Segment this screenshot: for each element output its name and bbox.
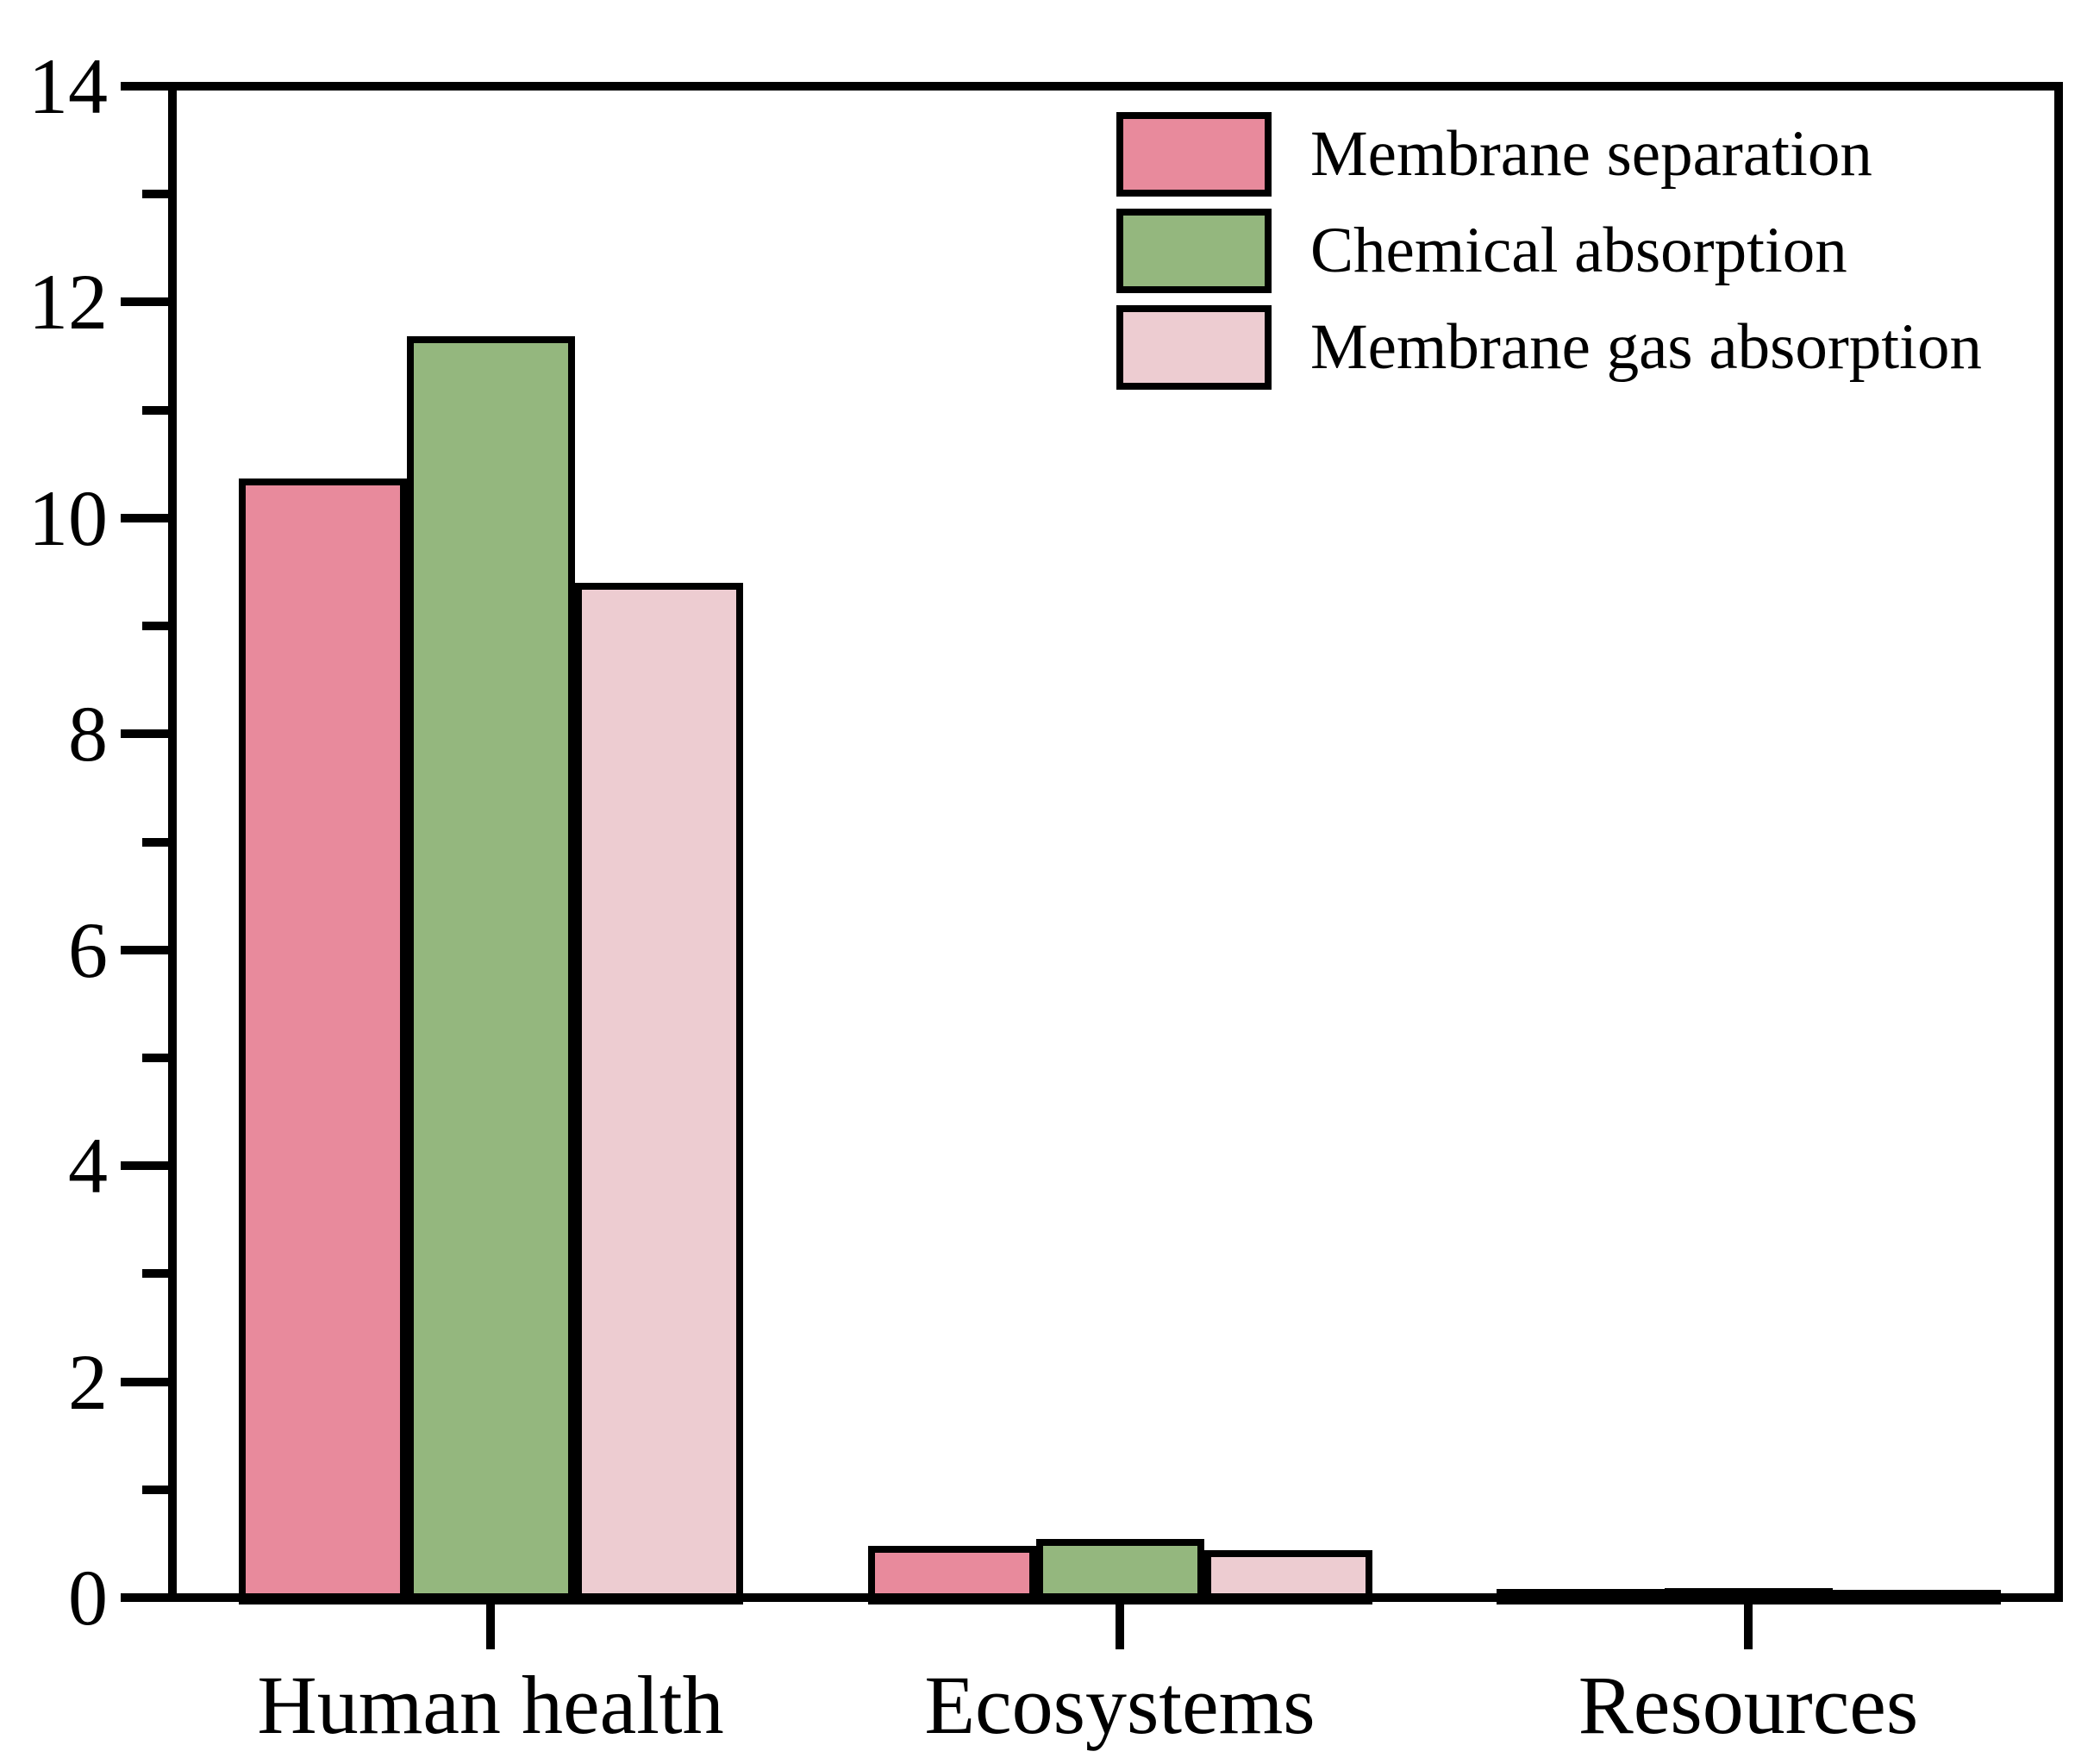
bar-human-health-membrane-gas-absorption [574,582,743,1604]
y-tick-4 [121,1161,168,1171]
y-tick-label-8: 8 [68,690,108,779]
y-tick-14 [121,82,168,91]
y-minor-tick-1 [142,1485,168,1494]
y-tick-label-10: 10 [28,473,108,562]
bar-ecosystems-chemical-absorption [1035,1539,1204,1604]
y-tick-6 [121,945,168,954]
legend-label-membrane-separation: Membrane separation [1310,118,1872,190]
y-tick-label-12: 12 [28,258,108,347]
bar-resources-membrane-gas-absorption [1832,1590,2001,1604]
x-category-label-human-health: Human health [257,1659,724,1751]
legend-label-chemical-absorption: Chemical absorption [1310,215,1847,286]
bar-resources-membrane-separation [1496,1588,1665,1604]
legend-label-membrane-gas-absorption: Membrane gas absorption [1310,311,1982,383]
legend-row: Membrane separation [1116,112,1982,197]
legend-row: Chemical absorption [1116,209,1982,293]
y-minor-tick-13 [142,190,168,199]
y-tick-12 [121,297,168,307]
y-tick-0 [121,1593,168,1602]
y-minor-tick-11 [142,405,168,415]
bar-ecosystems-membrane-gas-absorption [1203,1549,1372,1604]
y-tick-10 [121,513,168,522]
x-tick-human-health [486,1602,495,1649]
bar-human-health-membrane-separation [238,478,407,1604]
y-tick-label-4: 4 [68,1122,108,1210]
legend-swatch-membrane-separation [1116,112,1272,197]
bar-human-health-chemical-absorption [406,336,575,1604]
y-tick-label-6: 6 [68,905,108,994]
bar-ecosystems-membrane-separation [867,1545,1036,1604]
legend: Membrane separation Chemical absorption … [1116,112,1982,402]
y-minor-tick-5 [142,1053,168,1062]
y-minor-tick-3 [142,1269,168,1279]
y-minor-tick-7 [142,837,168,847]
y-tick-label-0: 0 [68,1554,108,1642]
legend-swatch-membrane-gas-absorption [1116,305,1272,390]
legend-swatch-chemical-absorption [1116,209,1272,293]
y-minor-tick-9 [142,622,168,631]
y-tick-label-2: 2 [68,1337,108,1426]
y-tick-label-14: 14 [28,42,108,130]
y-tick-2 [121,1377,168,1386]
x-category-label-resources: Resources [1578,1659,1919,1751]
x-category-label-ecosystems: Ecosystems [924,1659,1316,1751]
y-tick-8 [121,729,168,739]
legend-row: Membrane gas absorption [1116,305,1982,390]
x-tick-resources [1744,1602,1753,1649]
x-tick-ecosystems [1116,1602,1124,1649]
